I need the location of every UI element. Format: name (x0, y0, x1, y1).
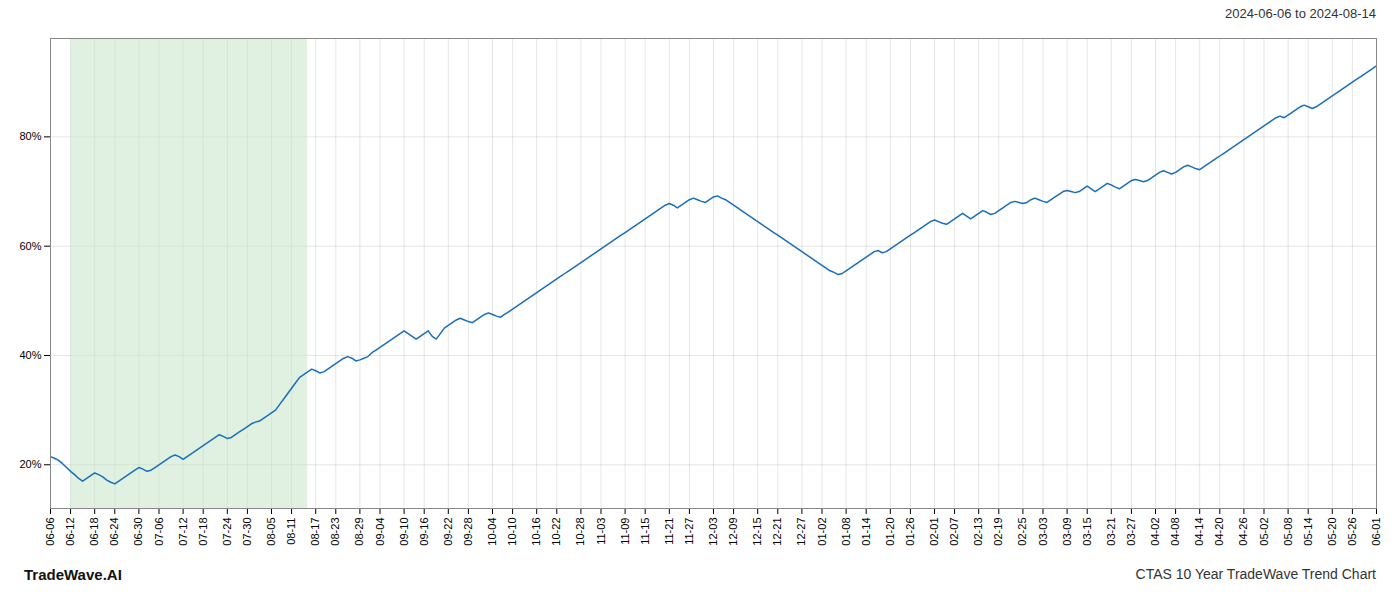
svg-text:01-02: 01-02 (816, 518, 828, 546)
svg-text:08-05: 08-05 (265, 518, 277, 546)
svg-text:09-16: 09-16 (418, 518, 430, 546)
svg-text:10-28: 10-28 (574, 518, 586, 546)
svg-text:10-04: 10-04 (486, 518, 498, 546)
svg-text:01-08: 01-08 (840, 518, 852, 546)
svg-text:03-09: 03-09 (1061, 518, 1073, 546)
svg-text:06-30: 06-30 (132, 518, 144, 546)
svg-text:06-12: 06-12 (64, 518, 76, 546)
svg-text:03-27: 03-27 (1125, 518, 1137, 546)
svg-text:09-22: 09-22 (442, 518, 454, 546)
html-text:CTAS 10 Year TradeWave Trend C: CTAS 10 Year TradeWave Trend Chart (1135, 566, 1376, 582)
svg-text:01-14: 01-14 (860, 518, 872, 546)
svg-text:07-30: 07-30 (241, 518, 253, 546)
svg-text:02-01: 02-01 (928, 518, 940, 546)
svg-text:06-06: 06-06 (44, 518, 56, 546)
svg-text:05-26: 05-26 (1346, 518, 1358, 546)
svg-text:20%: 20% (19, 458, 41, 470)
html-text:2024-06-06 to 2024-08-14: 2024-06-06 to 2024-08-14 (1224, 5, 1376, 21)
svg-text:12-21: 12-21 (771, 518, 783, 546)
svg-text:11-27: 11-27 (683, 518, 695, 545)
svg-text:11-15: 11-15 (639, 518, 651, 545)
svg-text:04-08: 04-08 (1169, 518, 1181, 546)
svg-text:07-18: 07-18 (197, 518, 209, 546)
svg-text:12-09: 12-09 (727, 518, 739, 546)
svg-text:10-10: 10-10 (506, 518, 518, 546)
svg-text:08-17: 08-17 (309, 518, 321, 546)
svg-text:10-22: 10-22 (550, 518, 562, 546)
svg-text:11-09: 11-09 (619, 518, 631, 545)
svg-text:05-14: 05-14 (1302, 518, 1314, 546)
svg-text:02-25: 02-25 (1016, 518, 1028, 546)
svg-text:04-14: 04-14 (1193, 518, 1205, 546)
svg-text:06-24: 06-24 (108, 518, 120, 546)
svg-text:03-21: 03-21 (1105, 518, 1117, 546)
svg-text:12-15: 12-15 (751, 518, 763, 546)
svg-text:04-20: 04-20 (1213, 518, 1225, 546)
svg-text:04-26: 04-26 (1237, 518, 1249, 546)
html-text:TradeWave.AI: TradeWave.AI (24, 565, 122, 583)
svg-text:02-19: 02-19 (992, 518, 1004, 546)
svg-text:60%: 60% (19, 240, 41, 252)
svg-text:08-11: 08-11 (285, 518, 297, 545)
svg-text:11-03: 11-03 (595, 518, 607, 545)
svg-text:80%: 80% (19, 130, 41, 142)
svg-text:09-04: 09-04 (374, 518, 386, 546)
svg-text:10-16: 10-16 (530, 518, 542, 546)
svg-text:05-20: 05-20 (1326, 518, 1338, 546)
svg-text:09-28: 09-28 (462, 518, 474, 546)
svg-text:07-24: 07-24 (221, 518, 233, 546)
svg-text:11-21: 11-21 (663, 518, 675, 545)
svg-text:03-03: 03-03 (1037, 518, 1049, 546)
svg-text:08-29: 08-29 (353, 518, 365, 546)
svg-text:07-12: 07-12 (177, 518, 189, 546)
svg-text:05-02: 05-02 (1258, 518, 1270, 546)
svg-text:12-27: 12-27 (795, 518, 807, 546)
svg-text:06-18: 06-18 (88, 518, 100, 546)
svg-text:40%: 40% (19, 349, 41, 361)
svg-text:01-20: 01-20 (884, 518, 896, 546)
svg-text:05-08: 05-08 (1282, 518, 1294, 546)
svg-text:09-10: 09-10 (398, 518, 410, 546)
svg-text:04-02: 04-02 (1149, 518, 1161, 546)
svg-text:02-13: 02-13 (972, 518, 984, 546)
svg-text:07-06: 07-06 (153, 518, 165, 546)
svg-text:02-07: 02-07 (948, 518, 960, 546)
svg-text:12-03: 12-03 (707, 518, 719, 546)
svg-text:06-01: 06-01 (1370, 518, 1382, 546)
svg-text:03-15: 03-15 (1081, 518, 1093, 546)
svg-text:08-23: 08-23 (329, 518, 341, 546)
svg-text:01-26: 01-26 (904, 518, 916, 546)
